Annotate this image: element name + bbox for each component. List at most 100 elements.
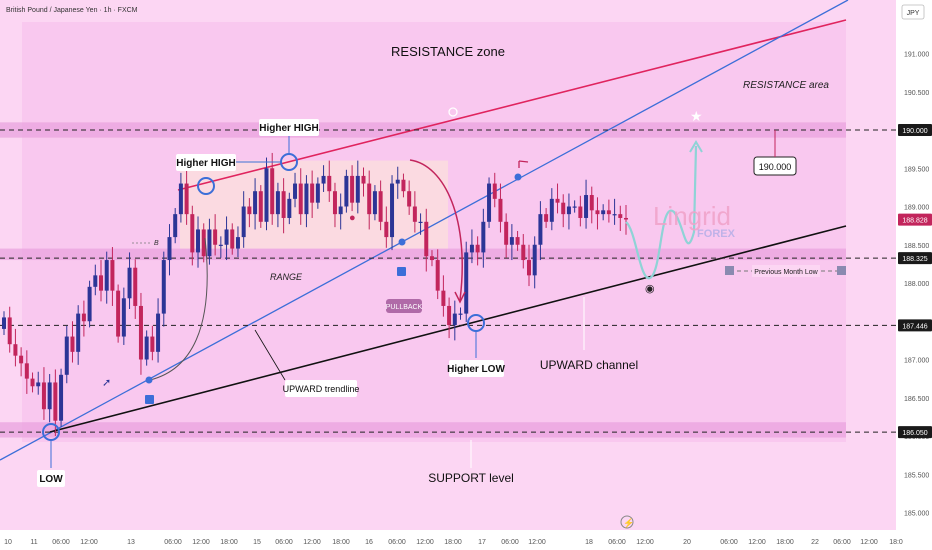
swing-arc xyxy=(149,237,208,381)
currency-box[interactable] xyxy=(901,4,925,20)
candle-body xyxy=(304,183,309,215)
x-tick-label: 18:00 xyxy=(776,539,794,546)
candle-body xyxy=(504,221,509,245)
trendline-leader xyxy=(254,329,286,381)
x-tick-label: 06:00 xyxy=(275,539,293,546)
upward-trendline xyxy=(0,0,849,461)
candle-body xyxy=(475,244,480,253)
candle-body xyxy=(173,214,178,238)
higher-high-2-label: Higher HIGH xyxy=(259,123,318,134)
y-tick-label: 188.000 xyxy=(904,281,929,288)
x-tick-label: 17 xyxy=(478,539,486,546)
trendline-point-3 xyxy=(514,173,522,181)
y-tick-label: 185.500 xyxy=(904,472,929,479)
y-tick-label: 186.500 xyxy=(904,396,929,403)
candle-body xyxy=(87,286,92,322)
candle-body xyxy=(561,202,566,215)
x-tick-label: 18 xyxy=(585,539,593,546)
price-tag-label: 188.828 xyxy=(902,218,927,225)
candle-body xyxy=(64,336,69,375)
x-tick-label: 06:00 xyxy=(720,539,738,546)
candle-body xyxy=(367,183,372,215)
price-axis[interactable]: 185.000185.500186.000186.500187.000187.5… xyxy=(896,0,932,550)
candle-body xyxy=(99,275,104,291)
candle-body xyxy=(156,313,161,352)
pullback-tag[interactable] xyxy=(386,299,422,313)
candles xyxy=(2,152,628,436)
candle-body xyxy=(601,210,606,215)
candle-body xyxy=(521,244,526,261)
checkbox-right[interactable] xyxy=(837,266,846,275)
candle-body xyxy=(293,183,298,199)
range-label: RANGE xyxy=(270,272,303,282)
candle-body xyxy=(584,195,589,218)
support-level-label: SUPPORT level xyxy=(428,471,514,485)
candle-body xyxy=(281,191,286,218)
candle-body xyxy=(253,191,258,215)
candle-body xyxy=(424,221,429,257)
candle-body xyxy=(275,191,280,215)
candle-body xyxy=(264,168,269,222)
x-tick-label: 16 xyxy=(365,539,373,546)
higher-high-1-box xyxy=(176,154,236,171)
x-tick-label: 12:00 xyxy=(192,539,210,546)
candle-body xyxy=(526,260,531,276)
upward-trendline-box xyxy=(285,380,357,397)
higher-high-2-box xyxy=(259,119,319,136)
candle-body xyxy=(612,214,617,216)
higher-low-box xyxy=(449,360,504,377)
candle-body xyxy=(178,183,183,215)
candle-body xyxy=(350,175,355,203)
candle-body xyxy=(544,214,549,222)
x-tick-label: 20 xyxy=(683,539,691,546)
resistance-zone-label: RESISTANCE zone xyxy=(391,44,505,59)
candle-body xyxy=(441,290,446,306)
currency-label: JPY xyxy=(907,10,920,17)
y-tick-label: 188.500 xyxy=(904,243,929,250)
snail-icon: ● xyxy=(349,212,356,224)
candle-body xyxy=(555,198,560,203)
higher-high-marker-1[interactable] xyxy=(197,177,215,195)
pullback-label: PULLBACK xyxy=(386,304,423,311)
candle-body xyxy=(121,298,126,337)
time-axis[interactable]: 10 11 06:00 12:00 13 06:00 12:00 18:00 15 06:00 12… xyxy=(0,530,932,550)
candle-body xyxy=(572,206,577,208)
candle-body xyxy=(70,336,75,352)
price-tag xyxy=(898,426,932,439)
x-tick-label: 18:0 xyxy=(889,539,903,546)
candle-body xyxy=(196,229,201,253)
candle-body xyxy=(452,313,457,326)
candle-body xyxy=(487,183,492,222)
note-icon-2[interactable] xyxy=(397,267,406,276)
candle-body xyxy=(401,179,406,192)
candle-body xyxy=(344,175,349,207)
candle-body xyxy=(41,382,46,410)
candle-body xyxy=(606,210,611,215)
x-tick-label: 06:00 xyxy=(164,539,182,546)
candle-body xyxy=(595,210,600,215)
candle-body xyxy=(395,179,400,184)
candle-body xyxy=(338,206,343,215)
candle-body xyxy=(93,275,98,287)
time-axis-bg xyxy=(0,530,932,550)
candle-body xyxy=(167,237,172,261)
candle-body xyxy=(258,191,263,222)
candle-body xyxy=(492,183,497,199)
candle-body xyxy=(618,214,623,218)
x-tick-label: 12:00 xyxy=(528,539,546,546)
low-label: LOW xyxy=(39,474,63,485)
low-box xyxy=(37,470,65,487)
lightning-icon[interactable] xyxy=(620,515,634,529)
candle-body xyxy=(201,229,206,257)
note-icon-1[interactable] xyxy=(145,395,154,404)
candle-body xyxy=(7,317,12,345)
candle-body xyxy=(127,267,132,299)
y-tick-label: 185.000 xyxy=(904,511,929,518)
candle-body xyxy=(76,313,81,352)
x-tick-label: 18:00 xyxy=(332,539,350,546)
candle-body xyxy=(144,336,149,360)
marker-b: B xyxy=(154,240,159,247)
checkbox-left[interactable] xyxy=(725,266,734,275)
candle-body xyxy=(481,221,486,253)
